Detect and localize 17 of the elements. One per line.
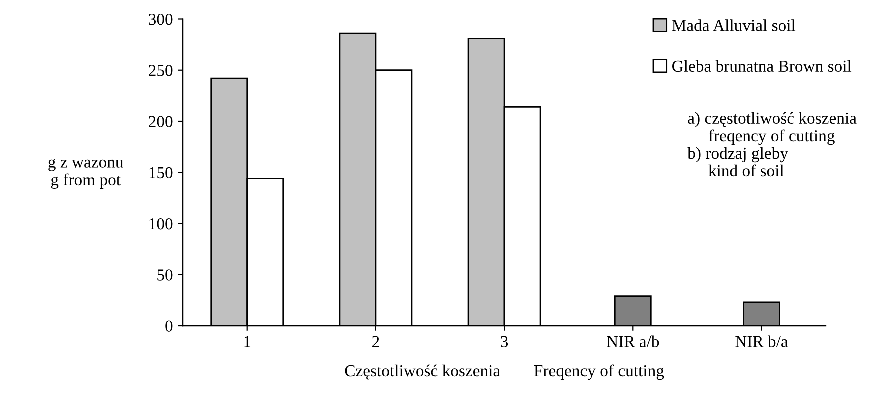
- y-tick-label: 100: [150, 218, 173, 230]
- x-tick-label: NIR a/b: [607, 336, 660, 348]
- x-tick-label: 3: [501, 336, 508, 348]
- y-tick-label: 250: [149, 65, 173, 76]
- x-tick-label: 1: [244, 336, 251, 348]
- y-tick-label: 50: [158, 270, 173, 281]
- legend-label: Mada Alluvial soil: [672, 20, 796, 32]
- y-tick-label: 300: [149, 14, 173, 26]
- y-tick-label: 200: [149, 116, 173, 128]
- y-axis-title: g z wazonu g from pot: [48, 159, 124, 190]
- x-tick-label: 2: [372, 336, 380, 348]
- y-tick-label: 150: [150, 167, 173, 179]
- y-tick-label: 0: [166, 320, 173, 332]
- x-axis-title: Częstotliwość koszenia Freqency of cutting: [345, 364, 664, 380]
- legend-label: Gleba brunatna Brown soil: [672, 60, 852, 72]
- x-tick-label: NIR b/a: [736, 336, 788, 348]
- annotation: a) częstotliwość koszenia freqency of cutting b) rodzaj gleby kind of soil: [688, 112, 857, 177]
